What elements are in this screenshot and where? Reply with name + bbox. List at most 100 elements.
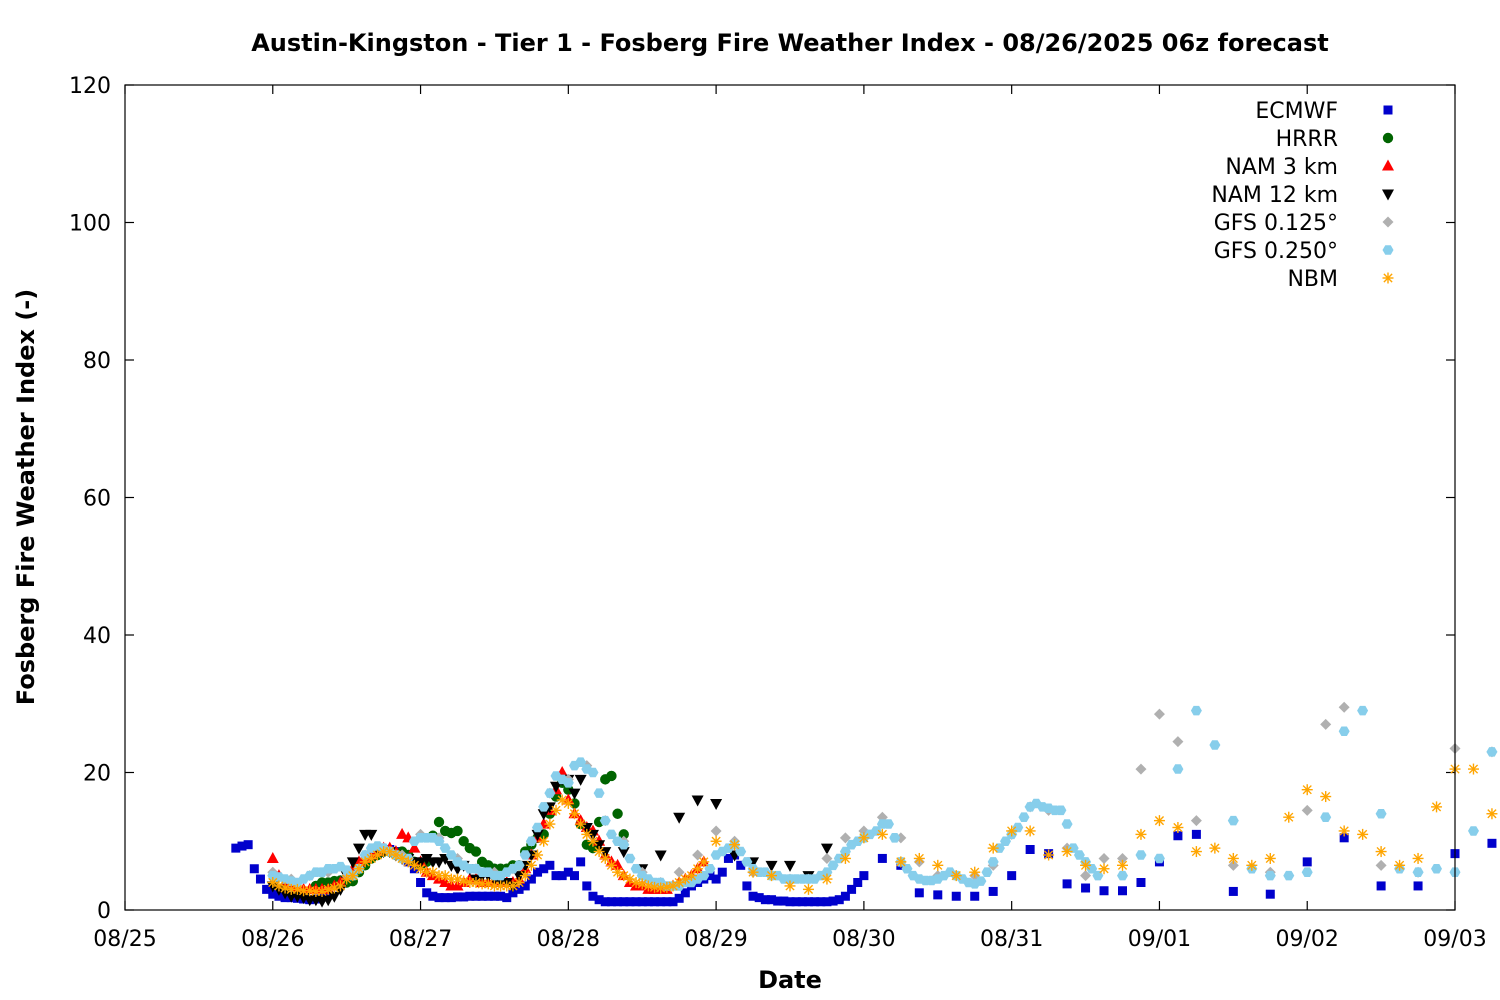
data-point-gfs-0-250 <box>630 864 642 874</box>
data-point-gfs-0-125 <box>1320 718 1332 730</box>
legend-marker-nbm <box>1382 272 1394 284</box>
data-point-ecmwf <box>489 891 499 901</box>
data-point-gfs-0-250 <box>605 829 617 840</box>
plot-frame <box>124 84 1456 911</box>
data-point-nbm <box>1338 825 1350 837</box>
data-point-nam-12-km <box>365 829 378 841</box>
data-point-nbm <box>1135 828 1147 840</box>
data-point-gfs-0-250 <box>993 843 1005 853</box>
data-point-nbm <box>913 852 925 864</box>
data-point-ecmwf <box>231 843 241 853</box>
data-point-gfs-0-250 <box>439 843 451 853</box>
data-point-nam-12-km <box>593 840 606 852</box>
legend-label: NBM <box>1287 267 1338 292</box>
data-point-ecmwf <box>514 884 524 894</box>
data-point-ecmwf <box>582 881 592 891</box>
data-point-ecmwf <box>840 891 850 901</box>
data-point-gfs-0-125 <box>1098 852 1110 864</box>
data-point-nam-12-km <box>586 829 599 841</box>
data-point-ecmwf <box>496 891 506 901</box>
data-point-nbm <box>1080 859 1092 871</box>
x-tick-label: 08/25 <box>93 927 156 952</box>
data-point-ecmwf <box>594 895 604 905</box>
data-point-nbm <box>858 832 870 844</box>
data-point-ecmwf <box>643 897 653 907</box>
data-point-nbm <box>969 866 981 878</box>
data-point-ecmwf <box>1118 886 1127 896</box>
data-point-ecmwf <box>1191 829 1201 839</box>
data-point-nbm <box>538 835 550 847</box>
data-point-nbm <box>747 866 759 878</box>
data-point-gfs-0-250 <box>587 767 599 778</box>
data-point-nbm <box>544 818 556 830</box>
data-point-gfs-0-250 <box>1209 740 1221 750</box>
data-point-nam-12-km <box>599 847 612 859</box>
data-point-nbm <box>685 870 697 882</box>
data-point-gfs-0-125 <box>1117 852 1128 864</box>
data-point-ecmwf <box>662 897 672 907</box>
data-point-gfs-0-250 <box>544 788 556 798</box>
legend-item-ecmwf: ECMWF <box>1255 99 1393 124</box>
data-point-ecmwf <box>471 891 481 901</box>
x-tick-label: 08/27 <box>389 927 452 952</box>
x-axis-label: Date <box>758 966 822 994</box>
data-point-nam-12-km <box>765 860 778 872</box>
legend-item-nam-3-km: NAM 3 km <box>1225 155 1394 180</box>
data-point-ecmwf <box>736 860 746 870</box>
data-point-gfs-0-250 <box>575 757 587 767</box>
data-point-nbm <box>550 804 562 816</box>
data-point-ecmwf <box>274 891 284 901</box>
data-point-ecmwf <box>951 891 961 901</box>
data-point-ecmwf <box>914 888 924 898</box>
data-point-gfs-0-250 <box>1018 812 1030 822</box>
data-point-nbm <box>1006 825 1018 837</box>
x-tick-label: 08/28 <box>537 927 600 952</box>
data-point-gfs-0-250 <box>1357 705 1369 716</box>
data-point-ecmwf <box>477 891 487 901</box>
data-point-gfs-0-250 <box>1264 870 1276 881</box>
data-point-gfs-0-250 <box>901 864 913 874</box>
data-point-ecmwf <box>459 892 469 902</box>
data-point-ecmwf <box>1265 889 1275 899</box>
data-point-gfs-0-250 <box>1117 870 1128 881</box>
data-point-ecmwf <box>557 871 567 881</box>
data-point-gfs-0-250 <box>1061 819 1073 829</box>
legend-label: GFS 0.250° <box>1214 239 1338 264</box>
legend-marker-nam-12-km <box>1382 189 1394 201</box>
data-point-gfs-0-125 <box>1190 815 1202 827</box>
data-point-nbm <box>821 873 833 885</box>
data-point-gfs-0-250 <box>445 850 457 860</box>
data-point-gfs-0-250 <box>704 864 716 874</box>
data-point-gfs-0-250 <box>519 850 531 860</box>
data-point-nam-3-km <box>451 879 464 891</box>
data-point-nbm <box>1043 849 1055 861</box>
data-point-nbm <box>932 859 944 871</box>
data-point-hrrr <box>606 770 617 782</box>
data-point-gfs-0-250 <box>525 836 537 846</box>
data-point-ecmwf <box>834 895 844 905</box>
legend-label: NAM 12 km <box>1211 183 1338 208</box>
x-tick-label: 09/03 <box>1423 927 1486 952</box>
data-point-nbm <box>1098 863 1110 875</box>
data-point-nam-12-km <box>550 781 563 793</box>
data-point-ecmwf <box>619 897 629 907</box>
x-tick-label: 09/01 <box>1128 927 1191 952</box>
data-point-gfs-0-125 <box>1301 804 1313 816</box>
data-point-ecmwf <box>1302 857 1312 867</box>
data-point-gfs-0-250 <box>883 819 894 829</box>
data-point-nam-3-km <box>611 858 624 870</box>
data-point-nbm <box>1394 859 1406 871</box>
data-point-gfs-0-250 <box>1338 726 1350 736</box>
data-point-gfs-0-250 <box>987 857 999 867</box>
data-point-nbm <box>710 835 722 847</box>
data-point-ecmwf <box>255 874 265 884</box>
data-point-ecmwf <box>631 897 641 907</box>
data-point-nam-12-km <box>420 853 433 865</box>
data-point-ecmwf <box>779 896 789 906</box>
legend-marker-nam-3-km <box>1382 159 1394 171</box>
data-point-ecmwf <box>249 864 259 874</box>
data-points <box>231 701 1498 908</box>
legend-marker-gfs-0-250 <box>1382 245 1394 255</box>
data-point-gfs-0-250 <box>593 788 605 798</box>
